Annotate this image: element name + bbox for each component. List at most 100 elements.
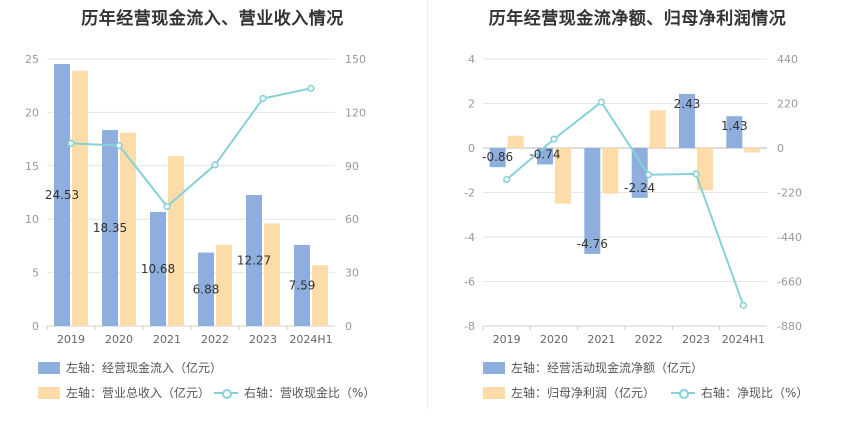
data-label: 1.43 [721, 119, 748, 133]
legend-label: 右轴：营收现金比（%） [244, 386, 376, 400]
data-label: 10.68 [141, 262, 175, 276]
ratio-point [645, 171, 653, 179]
y-right-tick-label: -440 [777, 231, 802, 244]
y-right-tick-label: 60 [345, 213, 359, 226]
y-left-tick-label: -8 [464, 320, 475, 333]
legend-swatch-blue [38, 361, 60, 374]
bar-secondary [697, 148, 713, 191]
y-right-tick-label: 30 [345, 267, 359, 280]
legend-item-net-profit[interactable]: 左轴：归母净利润（亿元） [483, 384, 655, 401]
legend-line-marker-icon [214, 387, 238, 399]
ratio-point [163, 202, 171, 210]
ratio-point [550, 135, 558, 143]
chart-title: 历年经营现金流净额、归母净利润情况 [488, 9, 787, 29]
bar-primary [294, 244, 310, 326]
legend-item-net-cash-ratio[interactable]: 右轴：净现比（%） [671, 384, 808, 401]
data-label: 18.35 [93, 221, 127, 235]
bar-primary [54, 64, 70, 327]
chart-title: 历年经营现金流入、营业收入情况 [81, 9, 344, 29]
y-right-tick-label: 220 [777, 98, 798, 111]
y-right-tick-label: -220 [777, 187, 802, 200]
bar-secondary [168, 156, 184, 326]
ratio-line [506, 100, 745, 306]
y-left-tick-label: 20 [25, 106, 39, 119]
bar-primary [198, 252, 214, 326]
chart-panel-netflow-profit: 历年经营现金流净额、归母净利润情况 -8 -880 -6 -660 -4 -440 -2 -2… [425, 0, 850, 437]
bar-primary [726, 116, 743, 148]
bar-primary [584, 148, 601, 254]
x-tick-label: 2024H1 [722, 333, 765, 346]
y-right-tick-label: 0 [345, 320, 352, 333]
y-left-tick-label: -4 [464, 231, 475, 244]
ratio-point [115, 141, 123, 150]
bar-primary [246, 194, 262, 326]
legend-label: 左轴：营业总收入（亿元） [66, 386, 211, 400]
bar-primary [150, 211, 166, 326]
legend-item-cash-ratio[interactable]: 右轴：营收现金比（%） [214, 384, 375, 401]
legend-swatch-blue [483, 361, 505, 374]
bar-primary [679, 93, 695, 148]
ratio-point [67, 139, 75, 147]
y-left-tick-label: 2 [468, 98, 475, 111]
legend-label: 右轴：净现比（%） [701, 386, 809, 400]
ratio-point [692, 170, 700, 178]
data-label: -4.76 [577, 237, 608, 251]
legend-swatch-orange [483, 386, 505, 399]
ratio-point [503, 175, 511, 184]
ratio-point [211, 161, 219, 169]
x-tick-label: 2019 [493, 333, 521, 346]
legend-label: 左轴：经营现金流入（亿元） [66, 361, 223, 375]
x-tick-label: 2021 [153, 333, 181, 346]
bar-secondary [602, 148, 619, 194]
x-tick-label: 2022 [635, 333, 663, 346]
bar-secondary [744, 148, 761, 153]
x-tick-label: 2023 [249, 333, 277, 346]
data-label: 7.59 [289, 278, 316, 292]
y-left-tick-label: 5 [32, 267, 39, 280]
ratio-point [259, 94, 267, 103]
y-left-tick-label: 0 [468, 142, 475, 155]
x-tick-label: 2024H1 [289, 333, 332, 346]
x-tick-label: 2020 [540, 333, 568, 346]
y-left-tick-label: 15 [25, 160, 39, 173]
data-label: 6.88 [193, 282, 220, 296]
bar-secondary [72, 70, 88, 326]
bar-secondary [507, 135, 524, 148]
panel-divider [427, 0, 428, 410]
data-label: 12.27 [237, 253, 271, 267]
y-left-tick-label: -6 [464, 276, 475, 289]
data-label: -2.24 [624, 181, 655, 195]
bar-secondary [264, 223, 280, 326]
legend-line-marker-icon [671, 387, 695, 399]
ratio-point [739, 301, 747, 309]
data-label: -0.86 [482, 150, 513, 164]
x-tick-label: 2022 [201, 333, 229, 346]
bar-secondary [312, 265, 328, 326]
y-right-tick-label: 150 [345, 53, 366, 66]
x-tick-label: 2020 [105, 333, 133, 346]
y-right-tick-label: -880 [777, 320, 802, 333]
ratio-point [307, 84, 315, 92]
legend-swatch-orange [38, 386, 60, 399]
ratio-point [597, 98, 605, 106]
legend-label: 左轴：经营活动现金流净额（亿元） [511, 361, 704, 375]
bar-primary [102, 130, 118, 326]
x-tick-label: 2021 [587, 333, 615, 346]
data-label: 2.43 [674, 97, 701, 111]
legend-item-cash-inflow[interactable]: 左轴：经营现金流入（亿元） [38, 359, 222, 376]
y-left-tick-label: -2 [464, 187, 475, 200]
x-tick-label: 2019 [57, 333, 85, 346]
y-right-tick-label: 90 [345, 160, 359, 173]
bar-secondary [120, 132, 136, 326]
x-tick-label: 2023 [682, 333, 710, 346]
chart-svg-cashflow-revenue: 0 0 5 30 10 60 15 90 20 120 25 150 2019 2020 2021 2022 2… [25, 53, 366, 346]
y-right-tick-label: 440 [777, 53, 798, 66]
y-right-tick-label: 120 [345, 106, 366, 119]
bar-primary [489, 148, 506, 168]
bar-secondary [649, 110, 666, 148]
y-right-tick-label: -660 [777, 276, 802, 289]
y-left-tick-label: 4 [468, 53, 475, 66]
legend-label: 左轴：归母净利润（亿元） [511, 386, 656, 400]
legend-item-net-cashflow[interactable]: 左轴：经营活动现金流净额（亿元） [483, 359, 703, 376]
legend-item-revenue[interactable]: 左轴：营业总收入（亿元） [38, 384, 210, 401]
